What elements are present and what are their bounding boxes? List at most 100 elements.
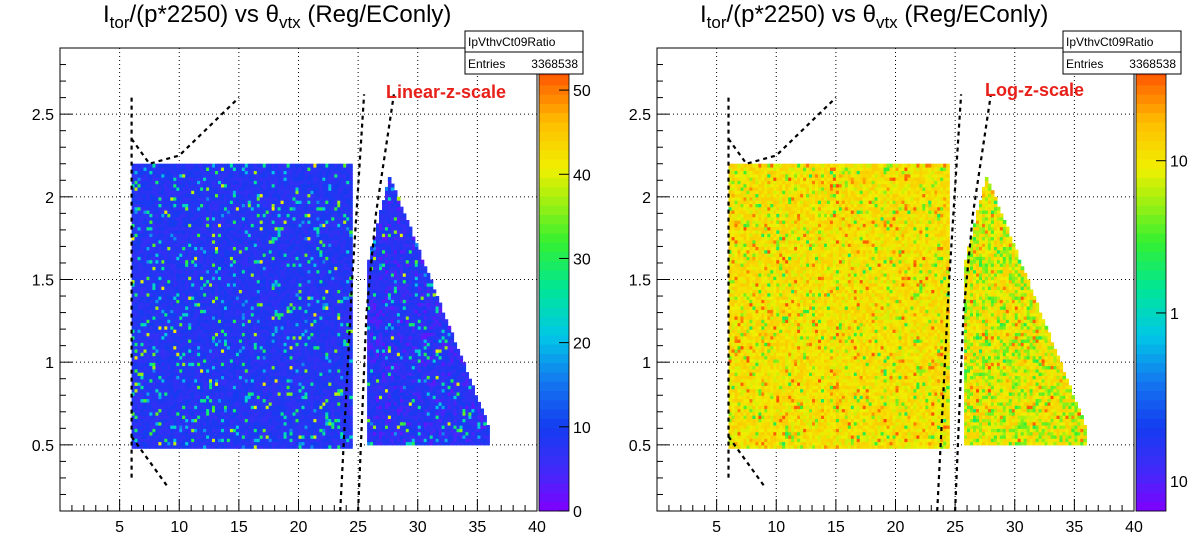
heatmap-cell <box>221 372 225 376</box>
heatmap-cell <box>253 421 258 426</box>
heatmap-cell <box>277 401 282 406</box>
heatmap-cell <box>176 431 180 436</box>
heatmap-cell <box>241 193 246 198</box>
heatmap-cell <box>265 385 270 390</box>
heatmap-cell <box>265 355 270 360</box>
heatmap-cell <box>176 348 180 353</box>
heatmap-cell <box>271 408 276 413</box>
heatmap-cell <box>241 319 246 324</box>
heatmap-cell <box>209 332 213 337</box>
heatmap-cell <box>158 312 162 317</box>
heatmap-cell <box>143 335 148 340</box>
heatmap-cell <box>235 375 240 380</box>
heatmap-cell <box>265 362 270 367</box>
heatmap-cell <box>155 196 159 201</box>
heatmap-cell <box>221 378 225 383</box>
heatmap-cell <box>218 173 222 178</box>
heatmap-cell <box>274 193 279 198</box>
heatmap-cell <box>152 329 156 333</box>
heatmap-cell <box>215 408 219 413</box>
heatmap-cell <box>164 259 168 264</box>
heatmap-cell <box>176 329 180 333</box>
heatmap-cell <box>259 358 264 363</box>
heatmap-cell <box>226 342 231 347</box>
heatmap-cell <box>235 289 240 294</box>
heatmap-cell <box>194 339 198 343</box>
heatmap-cell <box>134 253 139 257</box>
heatmap-cell <box>185 233 189 238</box>
heatmap-cell <box>226 368 231 373</box>
heatmap-cell <box>277 266 282 271</box>
heatmap-cell <box>179 401 183 406</box>
heatmap-cell <box>259 378 264 383</box>
heatmap-cell <box>277 216 282 221</box>
heatmap-cell <box>164 395 168 400</box>
heatmap-cell <box>256 315 261 320</box>
heatmap-cell <box>182 342 186 347</box>
heatmap-cell <box>268 434 273 439</box>
heatmap-cell <box>224 200 228 204</box>
heatmap-cell <box>212 272 216 277</box>
heatmap-cell <box>268 325 273 330</box>
heatmap-cell <box>250 229 255 234</box>
heatmap-cell <box>152 272 156 277</box>
heatmap-cell <box>191 382 195 386</box>
panel-left-heatmap <box>131 163 490 449</box>
heatmap-cell <box>277 335 282 340</box>
heatmap-cell <box>221 256 225 261</box>
heatmap-cell <box>238 398 243 403</box>
heatmap-cell <box>146 309 151 314</box>
heatmap-cell <box>274 296 279 300</box>
heatmap-cell <box>224 259 228 264</box>
heatmap-cell <box>271 401 276 406</box>
heatmap-cell <box>218 170 222 175</box>
heatmap-cell <box>229 292 234 297</box>
heatmap-cell <box>241 302 246 307</box>
heatmap-cell <box>179 428 183 433</box>
heatmap-cell <box>164 428 168 433</box>
heatmap-cell <box>209 378 213 383</box>
heatmap-cell <box>164 223 168 228</box>
heatmap-cell <box>224 163 228 168</box>
heatmap-cell <box>167 368 171 373</box>
heatmap-cell <box>203 438 207 443</box>
heatmap-cell <box>140 315 145 320</box>
heatmap-cell <box>146 223 151 228</box>
heatmap-cell <box>188 236 192 241</box>
heatmap-cell <box>209 292 213 297</box>
heatmap-cell <box>143 401 148 406</box>
heatmap-cell <box>256 279 261 284</box>
heatmap-cell <box>191 352 195 357</box>
heatmap-cell <box>176 272 180 277</box>
heatmap-cell <box>215 223 219 228</box>
heatmap-cell <box>146 325 151 330</box>
heatmap-cell <box>256 431 261 436</box>
heatmap-cell <box>262 302 267 307</box>
heatmap-cell <box>206 190 210 195</box>
heatmap-cell <box>244 263 249 267</box>
heatmap-cell <box>152 170 156 175</box>
heatmap-cell <box>218 206 222 211</box>
heatmap-cell <box>268 408 273 413</box>
heatmap-cell <box>241 368 246 373</box>
heatmap-cell <box>274 163 279 168</box>
heatmap-cell <box>164 378 168 383</box>
heatmap-cell <box>131 286 136 290</box>
heatmap-cell <box>161 319 165 324</box>
heatmap-cell <box>155 289 159 294</box>
heatmap-cell <box>241 322 246 327</box>
heatmap-cell <box>197 177 201 181</box>
heatmap-cell <box>185 210 189 214</box>
heatmap-cell <box>265 315 270 320</box>
heatmap-cell <box>218 315 222 320</box>
heatmap-cell <box>244 259 249 264</box>
heatmap-cell <box>176 289 180 294</box>
heatmap-cell <box>232 388 237 393</box>
heatmap-cell <box>265 438 270 443</box>
heatmap-cell <box>206 167 210 171</box>
heatmap-cell <box>274 216 279 221</box>
heatmap-cell <box>265 239 270 244</box>
heatmap-cell <box>179 292 183 297</box>
heatmap-cell <box>170 206 174 211</box>
heatmap-cell <box>226 345 231 350</box>
